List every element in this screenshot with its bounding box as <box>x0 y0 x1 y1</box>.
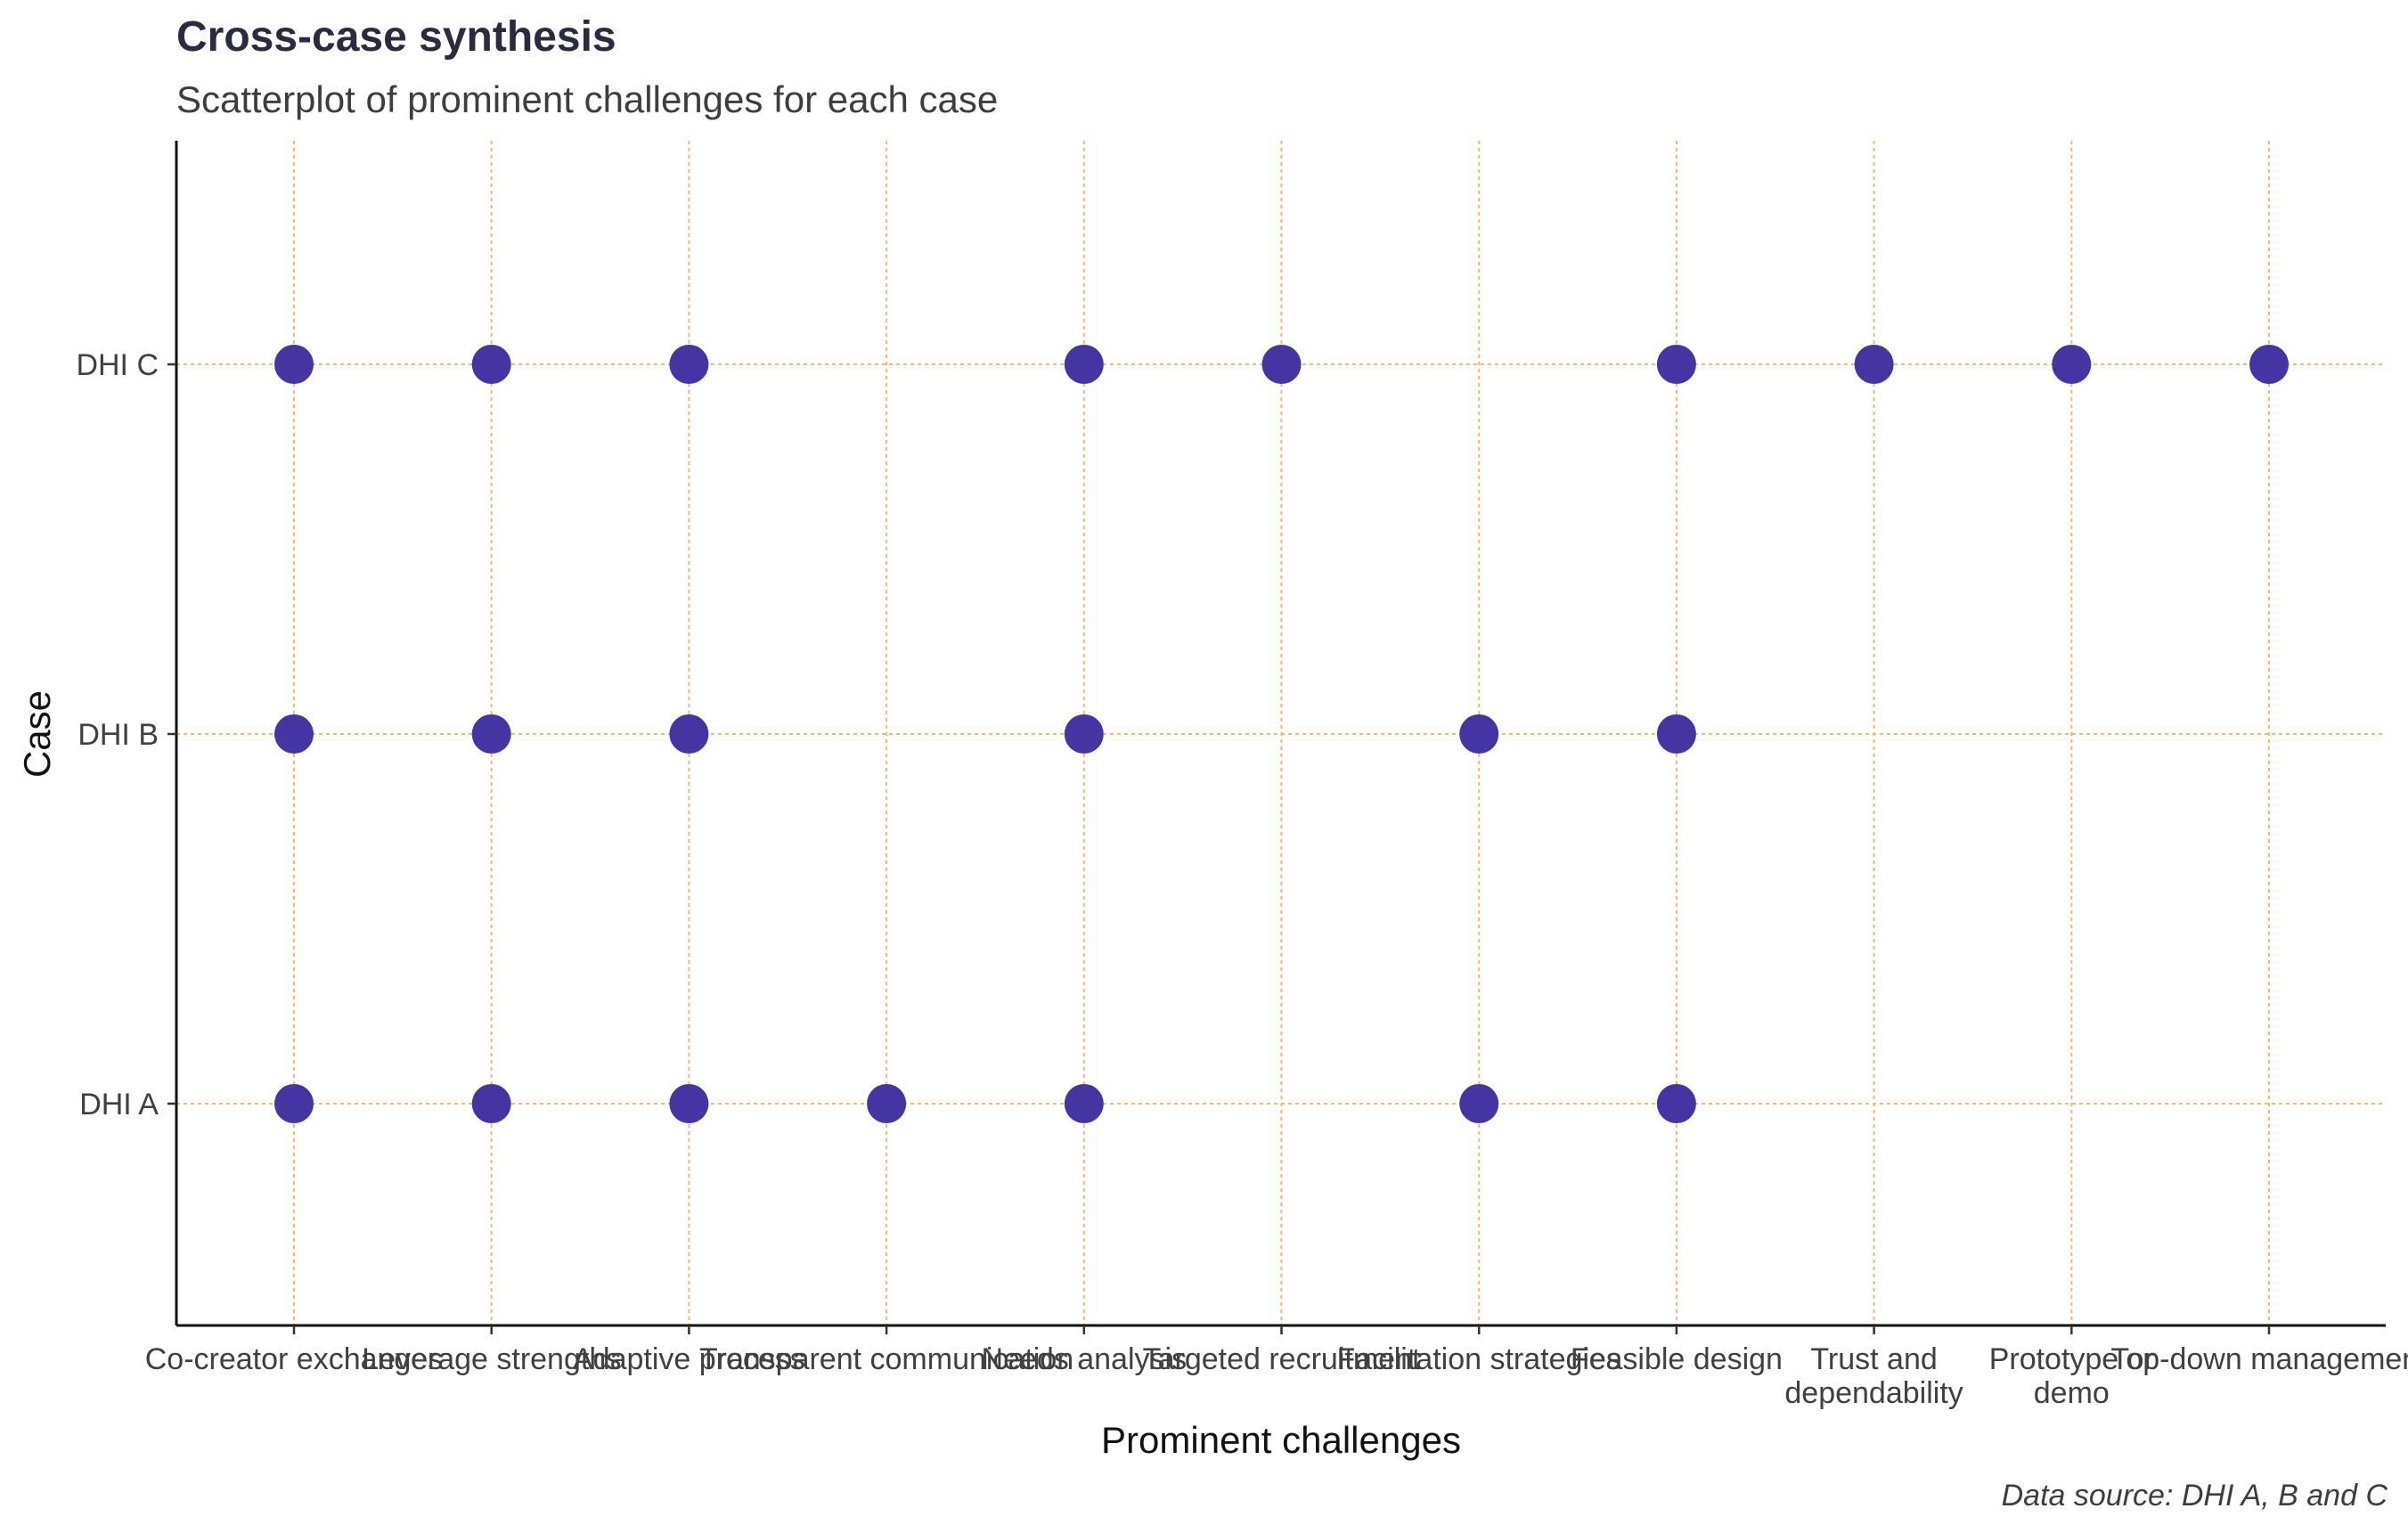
scatter-point <box>867 1084 907 1123</box>
x-tick-label: Co-creator exchanges <box>145 1342 444 1376</box>
scatter-point <box>1459 714 1499 754</box>
x-axis-title: Prominent challenges <box>1101 1419 1461 1461</box>
scatter-point <box>471 1084 511 1123</box>
x-tick-label: Adaptive process <box>573 1342 805 1376</box>
scatter-point <box>1064 1084 1104 1123</box>
y-tick-label: DHI B <box>78 718 159 752</box>
data-points <box>274 345 2289 1123</box>
scatter-point <box>274 1084 314 1123</box>
x-tick-label: Facilitation strategies <box>1337 1342 1621 1376</box>
scatter-point <box>1459 1084 1499 1123</box>
x-tick-label: Prototype or demo <box>1989 1342 2154 1410</box>
x-tick-label: Needs analysis <box>982 1342 1188 1376</box>
scatter-point <box>669 1084 709 1123</box>
scatter-point <box>669 714 709 754</box>
scatter-point <box>471 345 511 384</box>
scatter-point <box>1261 345 1302 384</box>
scatter-point <box>2249 345 2289 384</box>
scatter-point <box>1656 714 1696 754</box>
chart-subtitle: Scatterplot of prominent challenges for … <box>176 78 998 120</box>
scatter-point <box>274 345 314 384</box>
axes <box>167 141 2386 1334</box>
y-tick-label: DHI A <box>79 1088 159 1121</box>
scatter-point <box>471 714 511 754</box>
x-tick-label: Targeted recruitment <box>1143 1342 1421 1376</box>
x-tick-label: Leverage strengths <box>362 1342 621 1376</box>
scatter-point <box>2052 345 2092 384</box>
scatter-point <box>274 714 314 754</box>
scatter-point <box>669 345 709 384</box>
x-tick-label: Top-down management <box>2110 1342 2408 1376</box>
scatter-point <box>1854 345 1894 384</box>
chart-caption: Data source: DHI A, B and C <box>2002 1479 2388 1513</box>
scatter-point <box>1064 345 1104 384</box>
y-axis-title: Case <box>16 690 58 778</box>
scatter-point <box>1064 714 1104 754</box>
chart-title: Cross-case synthesis <box>176 13 616 61</box>
x-tick-label: Feasible design <box>1571 1342 1783 1376</box>
y-tick-label: DHI C <box>76 348 159 382</box>
x-tick-label: Transparent communication <box>699 1342 1073 1376</box>
x-tick-label: Trust and dependability <box>1784 1342 1963 1410</box>
scatter-point <box>1656 1084 1696 1123</box>
scatter-point <box>1656 345 1696 384</box>
